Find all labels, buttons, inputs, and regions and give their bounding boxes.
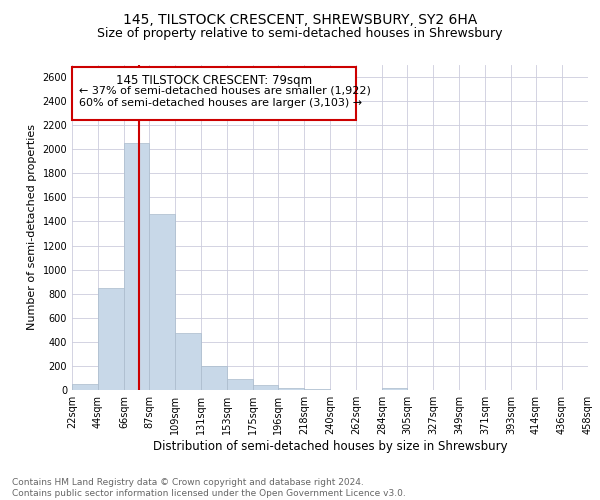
Text: 145 TILSTOCK CRESCENT: 79sqm: 145 TILSTOCK CRESCENT: 79sqm: [116, 74, 312, 87]
Text: Contains HM Land Registry data © Crown copyright and database right 2024.
Contai: Contains HM Land Registry data © Crown c…: [12, 478, 406, 498]
Bar: [124, 143, 149, 390]
Text: 145, TILSTOCK CRESCENT, SHREWSBURY, SY2 6HA: 145, TILSTOCK CRESCENT, SHREWSBURY, SY2 …: [123, 12, 477, 26]
FancyBboxPatch shape: [72, 68, 356, 120]
Bar: [382, 388, 407, 390]
Bar: [98, 288, 124, 390]
Bar: [253, 385, 278, 390]
Bar: [149, 214, 175, 390]
Bar: [304, 389, 330, 390]
Text: Size of property relative to semi-detached houses in Shrewsbury: Size of property relative to semi-detach…: [97, 28, 503, 40]
Text: ← 37% of semi-detached houses are smaller (1,922): ← 37% of semi-detached houses are smalle…: [79, 86, 371, 96]
Bar: [227, 378, 253, 390]
Bar: [175, 334, 201, 390]
Bar: [278, 388, 304, 390]
Y-axis label: Number of semi-detached properties: Number of semi-detached properties: [27, 124, 37, 330]
Text: 60% of semi-detached houses are larger (3,103) →: 60% of semi-detached houses are larger (…: [79, 98, 362, 108]
Bar: [72, 384, 98, 390]
Bar: [201, 366, 227, 390]
X-axis label: Distribution of semi-detached houses by size in Shrewsbury: Distribution of semi-detached houses by …: [152, 440, 508, 453]
